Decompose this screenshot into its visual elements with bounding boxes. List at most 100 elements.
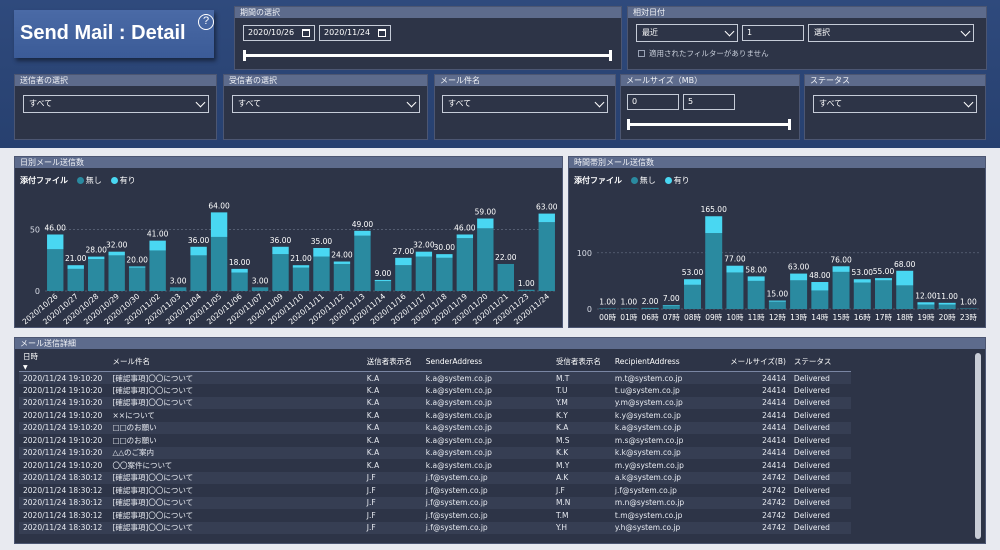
date-slider-track[interactable] [245,54,611,57]
data-label: 22.00 [495,253,517,262]
size-min-value: 0 [632,97,638,106]
calendar-icon[interactable] [378,29,386,37]
table-row[interactable]: 2020/11/24 19:10:20 〇〇案件について K.A k.a@system… [19,459,851,472]
bar-no-attach [726,272,744,309]
legend-item-no-attach[interactable]: 無し [630,176,656,185]
legend-item-with-attach[interactable]: 有り [664,176,690,185]
cell-recipient-address: k.y@system.co.jp [610,409,709,422]
bar-no-attach [395,265,412,291]
col-header-sender-name[interactable]: 送信者表示名 [366,356,412,366]
legend-dot-no-attach [76,177,84,184]
data-label: 64.00 [208,201,230,210]
cell-recipient-name: Y.M [551,396,611,409]
cell-sender-address: k.a@system.co.jp [421,384,552,397]
cell-datetime: 2020/11/24 19:10:20 [19,446,109,459]
col-header-subject[interactable]: メール件名 [112,356,151,366]
size-slider-max-handle[interactable] [788,119,791,130]
cell-sender-address: j.f@system.co.jp [421,496,552,509]
help-icon[interactable]: ? [198,14,214,30]
col-header-datetime[interactable]: 日時 ▼ [19,351,109,372]
table-scrollbar[interactable] [975,353,981,539]
col-header-sender-address[interactable]: SenderAddress [425,356,483,366]
data-label: 55.00 [873,267,895,276]
table-row[interactable]: 2020/11/24 19:10:20 △△のご案内 K.A k.a@system.c… [19,446,851,459]
cell-status: Delivered [789,421,851,434]
bar-no-attach [313,256,330,291]
cell-sender-address: j.f@system.co.jp [421,509,552,522]
data-label: 165.00 [701,205,727,214]
size-max-input[interactable]: 5 [683,94,735,110]
hourly-chart-panel: 時間帯別メール送信数 添付ファイル 無し 有り 0 100 1.00 00時 1.00 0… [568,156,986,328]
bar-no-attach [231,272,248,291]
date-slider-start-handle[interactable] [243,50,246,61]
bar-no-attach [190,255,207,291]
receiver-dropdown[interactable]: すべて [232,95,420,113]
cell-status: Delivered [789,396,851,409]
cell-sender-address: j.f@system.co.jp [421,484,552,497]
daily-chart-svg: 050 46.002020/10/2621.002020/10/2728.0020… [21,201,558,326]
daily-chart-title: 日別メール送信数 [15,157,562,168]
cell-status: Delivered [789,371,851,384]
col-header-recipient-address[interactable]: RecipientAddress [614,356,680,366]
table-row[interactable]: 2020/11/24 18:30:12 [確認事項]〇〇について J.F j.f@sy… [19,496,851,509]
col-header-status[interactable]: ステータス [793,356,832,366]
bar-with-attach [853,279,871,283]
data-label: 1.00 [960,297,977,306]
chevron-down-icon [963,97,974,108]
filter-status-text: 適用されたフィルターがありません [649,49,769,58]
subject-dropdown[interactable]: すべて [442,95,608,113]
x-tick-label: 09時 [705,313,723,322]
chevron-down-icon [594,97,605,108]
legend-item-with-attach[interactable]: 有り [110,176,136,185]
data-label: 46.00 [454,223,476,232]
x-tick-label: 07時 [663,313,681,322]
date-slider-end-handle[interactable] [609,50,612,61]
col-header-recipient-name[interactable]: 受信者表示名 [555,356,601,366]
sender-dropdown[interactable]: すべて [23,95,209,113]
sort-desc-icon[interactable]: ▼ [23,364,28,371]
data-label: 1.00 [620,297,637,306]
bar-no-attach [853,282,871,309]
relative-mode-value: 最近 [642,28,658,37]
size-slider-track[interactable] [629,123,789,126]
col-header-datetime-label: 日時 [23,352,38,361]
filter-clear-icon[interactable] [638,50,645,57]
legend-label-with-attach: 有り [119,176,136,185]
status-dropdown[interactable]: すべて [813,95,977,113]
table-row[interactable]: 2020/11/24 18:30:12 [確認事項]〇〇について J.F j.f@sy… [19,509,851,522]
table-row[interactable]: 2020/11/24 18:30:12 [確認事項]〇〇について J.F j.f@sy… [19,521,851,534]
data-label: 18.00 [229,258,251,267]
y-tick-label: 0 [587,305,592,314]
relative-unit-dropdown[interactable]: 選択 [808,24,974,42]
bar-no-attach [47,249,64,291]
table-row[interactable]: 2020/11/24 19:10:20 □□のお願い K.A k.a@system.c… [19,421,851,434]
data-label: 49.00 [352,220,374,229]
data-label: 41.00 [147,230,169,239]
table-row[interactable]: 2020/11/24 19:10:20 □□のお願い K.A k.a@system.c… [19,434,851,447]
bar-with-attach [149,240,166,251]
table-row[interactable]: 2020/11/24 19:10:20 [確認事項]〇〇について K.A k.a@sy… [19,396,851,409]
start-date-input[interactable]: 2020/10/26 [243,25,315,41]
col-header-size[interactable]: メールサイズ(B) [730,356,786,366]
relative-count-input[interactable]: 1 [742,25,804,41]
table-row[interactable]: 2020/11/24 18:30:12 [確認事項]〇〇について J.F j.f@sy… [19,471,851,484]
legend-item-no-attach[interactable]: 無し [76,176,102,185]
bar-no-attach [662,305,680,309]
sender-filter-panel: 送信者の選択 すべて [14,74,217,140]
cell-recipient-name: T.M [551,509,611,522]
size-slider-min-handle[interactable] [627,119,630,130]
table-row[interactable]: 2020/11/24 18:30:12 [確認事項]〇〇について J.F j.f@sy… [19,484,851,497]
relative-mode-dropdown[interactable]: 最近 [636,24,738,42]
cell-sender-address: k.a@system.co.jp [421,371,552,384]
table-row[interactable]: 2020/11/24 19:10:20 [確認事項]〇〇について K.A k.a@sy… [19,384,851,397]
data-label: 32.00 [106,241,128,250]
table-row[interactable]: 2020/11/24 19:10:20 ××について K.A k.a@system.c… [19,409,851,422]
table-row[interactable]: 2020/11/24 19:10:20 [確認事項]〇〇について K.A k.a@sy… [19,371,851,384]
calendar-icon[interactable] [302,29,310,37]
bar-with-attach [190,246,207,256]
end-date-input[interactable]: 2020/11/24 [319,25,391,41]
bar-no-attach [684,284,701,309]
cell-recipient-address: k.k@system.co.jp [610,446,709,459]
size-max-value: 5 [688,97,694,106]
size-min-input[interactable]: 0 [627,94,679,110]
